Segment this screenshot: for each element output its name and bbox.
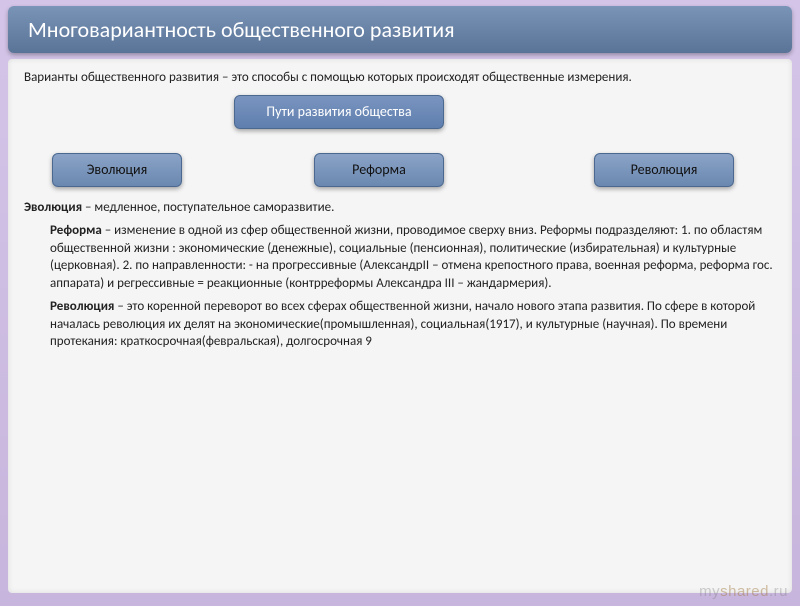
watermark-ru: .ru: [769, 583, 788, 600]
revolution-rest: – это коренной переворот во всех сферах …: [50, 299, 755, 349]
intro-term: Варианты общественного развития: [24, 70, 219, 85]
diagram-reform-node: Реформа: [314, 153, 444, 188]
reform-rest: – изменение в одной из сфер общественной…: [50, 223, 773, 291]
watermark-my: my: [699, 583, 720, 600]
reform-term: Реформа: [50, 223, 102, 238]
slide-content: Варианты общественного развития – это сп…: [8, 59, 792, 593]
intro-rest: – это способы с помощью которых происход…: [219, 70, 632, 85]
revolution-term: Революция: [50, 299, 114, 314]
reform-paragraph: Реформа – изменение в одной из сфер обще…: [24, 222, 776, 292]
evolution-paragraph: Эволюция – медленное, поступательное сам…: [24, 199, 776, 217]
intro-paragraph: Варианты общественного развития – это сп…: [24, 69, 776, 87]
evolution-rest: – медленное, поступательное саморазвитие…: [82, 200, 334, 215]
revolution-paragraph: Революция – это коренной переворот во вс…: [24, 298, 776, 351]
diagram-evolution-node: Эволюция: [52, 153, 182, 188]
watermark: myshared.ru: [699, 583, 788, 600]
diagram-revolution-node: Революция: [594, 153, 734, 188]
diagram-root-node: Пути развития общества: [234, 95, 444, 130]
slide-title: Многовариантность общественного развития: [8, 6, 792, 53]
watermark-shared: shared: [720, 583, 769, 600]
evolution-term: Эволюция: [24, 200, 82, 215]
paths-diagram: Пути развития общества Эволюция Реформа …: [24, 95, 776, 191]
